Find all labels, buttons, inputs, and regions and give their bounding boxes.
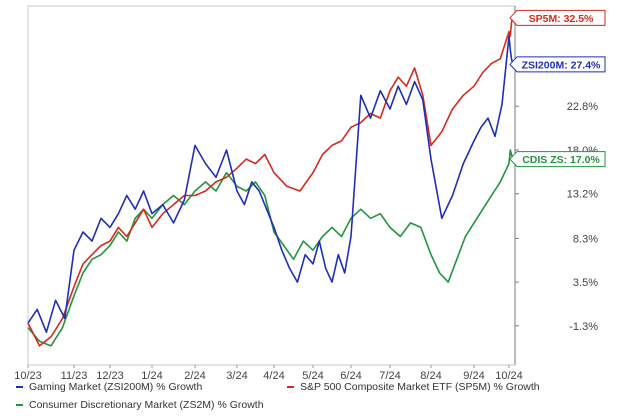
x-tick-label: 12/23 [96,370,124,382]
legend-item-zsi200m: Gaming Market (ZSI200M) % Growth [16,381,202,393]
legend-label-zs2m: Consumer Discretionary Market (ZS2M) % G… [29,399,264,411]
end-label-zs2m: CDIS ZS: 17.0% [522,154,600,166]
end-label-box-sp5m [509,9,606,26]
y-tick-label: -1.3% [569,321,598,333]
x-tick-label: 5/24 [302,370,323,382]
y-tick-label: 13.2% [567,189,598,201]
series-line-zs2m [27,149,514,347]
legend-swatch-sp5m [287,386,294,389]
x-tick-label: 10/24 [495,370,523,382]
x-tick-label: 4/24 [263,370,284,382]
end-label-box-zsi200m [509,56,606,73]
x-tick-label: 7/24 [379,370,400,382]
end-label-sp5m: SP5M: 32.5% [529,13,594,25]
x-tick-label: 2/24 [184,370,205,382]
series-line-sp5m [27,17,514,347]
legend-item-zs2m: Consumer Discretionary Market (ZS2M) % G… [16,399,264,411]
legend-item-sp5m: S&P 500 Composite Market ETF (SP5M) % Gr… [287,381,540,393]
y-tick-label: 22.8% [567,101,598,113]
x-tick-label: 9/24 [463,370,484,382]
legend-swatch-zs2m [16,404,23,407]
x-tick-label: 3/24 [226,370,247,382]
legend-label-zsi200m: Gaming Market (ZSI200M) % Growth [29,381,203,393]
end-label-zsi200m: ZSI200M: 27.4% [522,59,601,71]
y-tick-label: 3.5% [573,277,598,289]
end-label-box-zs2m [509,151,606,168]
x-tick-label: 6/24 [340,370,361,382]
legend-label-sp5m: S&P 500 Composite Market ETF (SP5M) % Gr… [300,381,540,393]
x-tick-label: 8/24 [420,370,441,382]
x-tick-label: 11/23 [61,370,88,382]
legend-swatch-zsi200m [16,386,23,389]
x-tick-label: 1/24 [141,370,162,382]
x-tick-label: 10/23 [14,370,42,382]
series-line-zsi200m [27,35,514,333]
plot-area [27,5,516,366]
y-tick-label: 8.3% [573,233,598,245]
